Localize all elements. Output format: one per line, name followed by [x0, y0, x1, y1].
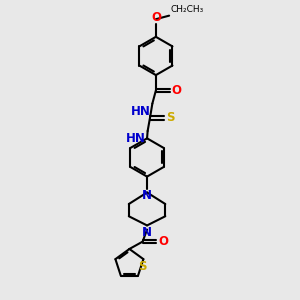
Text: N: N — [142, 226, 152, 239]
Text: O: O — [158, 235, 169, 248]
Text: S: S — [139, 260, 147, 273]
Text: HN: HN — [126, 133, 146, 146]
Text: CH₂CH₃: CH₂CH₃ — [171, 5, 204, 14]
Text: HN: HN — [131, 105, 151, 118]
Text: N: N — [142, 189, 152, 202]
Text: O: O — [172, 84, 182, 97]
Text: S: S — [166, 111, 174, 124]
Text: O: O — [151, 11, 161, 24]
